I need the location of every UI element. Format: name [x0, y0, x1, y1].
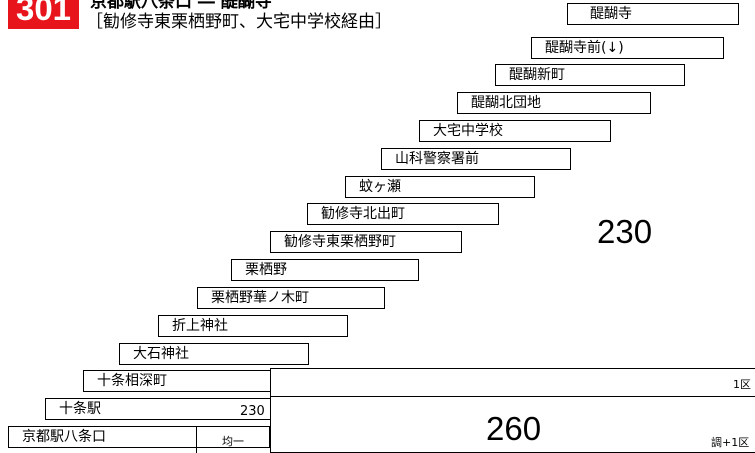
bus-stop: 十条相深町 [83, 370, 271, 392]
upper-zone-label: 1区 [733, 378, 751, 391]
hachijo-flat-fare: 均一 [222, 435, 244, 448]
route-number-badge: 301 [8, 0, 79, 29]
upper-zone-fare: 230 [597, 213, 653, 250]
lower-zone-fare: 260 [486, 410, 542, 447]
hachijo-fare-divider [196, 426, 197, 453]
lower-zone-left-line [270, 368, 271, 453]
bus-stop: 栗栖野華ノ木町 [197, 287, 385, 309]
bus-stop: 醍醐新町 [495, 64, 685, 86]
bus-stop: 勧修寺東栗栖野町 [270, 231, 462, 253]
route-via-note: ［勧修寺東栗栖野町、大宅中学校経由］ [86, 12, 392, 32]
route-title: 京都駅八条口 ― 醍醐寺 [90, 0, 272, 12]
upper-zone-top-line [270, 368, 755, 369]
bus-stop: 栗栖野 [231, 259, 419, 281]
bus-stop: 京都駅八条口 [8, 426, 270, 448]
zone-divider-line [270, 396, 755, 397]
bus-stop: 醍醐寺 [567, 3, 739, 25]
lower-zone-label: 調+1区 [711, 436, 750, 449]
bus-stop: 醍醐北団地 [457, 92, 651, 114]
bus-stop: 十条駅 [45, 398, 271, 420]
jujo-station-fare: 230 [240, 404, 265, 419]
bus-stop: 折上神社 [158, 315, 348, 337]
bus-stop: 山科警察署前 [381, 148, 571, 170]
bus-stop: 大石神社 [119, 343, 309, 365]
bus-stop: 蚊ヶ瀬 [345, 176, 535, 198]
bus-stop: 勧修寺北出町 [307, 203, 499, 225]
bus-stop: 大宅中学校 [419, 120, 611, 142]
bus-stop: 醍醐寺前(↓) [531, 37, 724, 59]
